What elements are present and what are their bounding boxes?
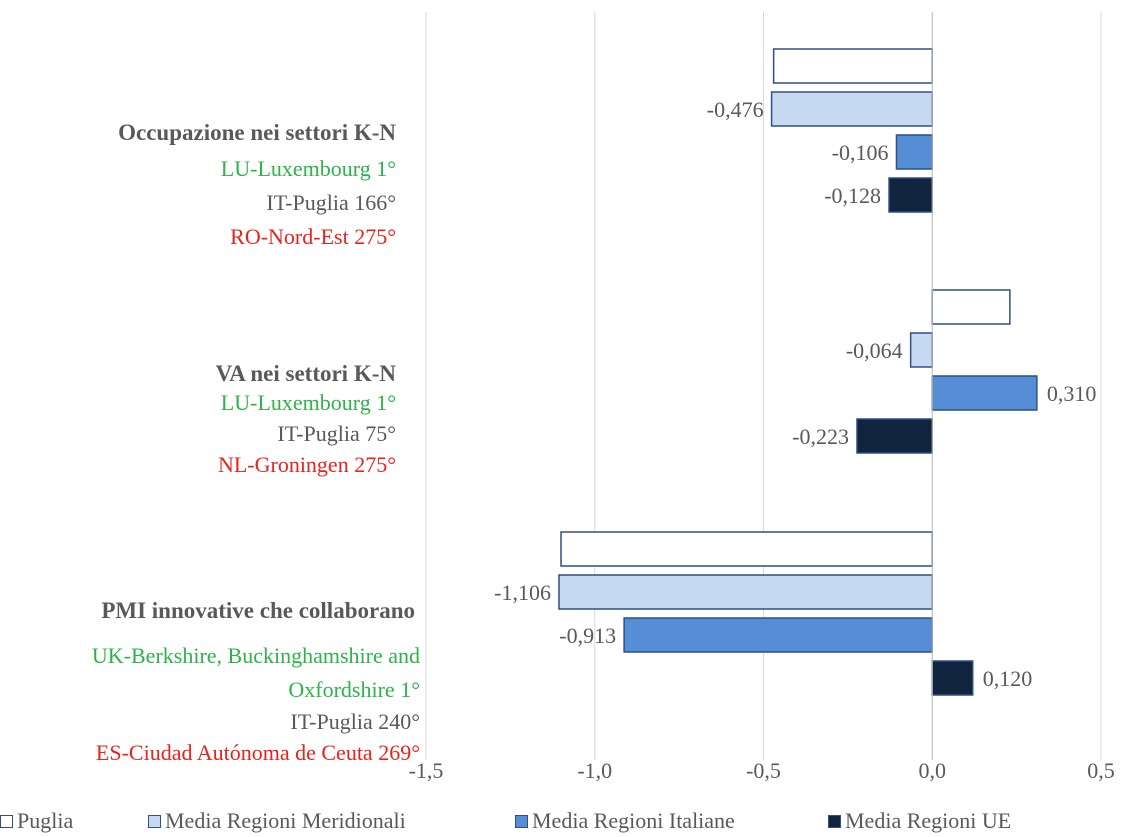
data-label: -0,476 [707,97,764,122]
legend-label: Media Regioni UE [845,808,1012,833]
legend-label: Media Regioni Italiane [532,808,735,833]
legend-item: Media Regioni Meridionali [148,808,406,834]
legend-swatch [515,815,528,828]
category-rank-label: RO-Nord-Est 275° [230,224,396,249]
bar-puglia [560,531,933,567]
bar-puglia [931,289,1011,325]
legend-item: Media Regioni UE [828,808,1011,834]
bar-media-regioni-ue [856,418,933,454]
data-label: -0,223 [792,424,849,449]
category-title: VA nei settori K-N [216,361,397,386]
category-rank-label: IT-Puglia 166° [266,190,396,215]
x-tick-label: -1,5 [409,758,444,783]
bar-media-regioni-ue [931,660,974,696]
x-tick-label: 0,0 [919,758,947,783]
category-title: Occupazione nei settori K-N [118,120,396,145]
category-rank-label: NL-Groningen 275° [218,452,396,477]
category-rank-label: Oxfordshire 1° [288,677,420,702]
bar-media-regioni-italiane [931,375,1038,411]
bars [558,48,1038,696]
bar-puglia [772,48,933,84]
legend-swatch [0,815,13,828]
legend: Puglia Media Regioni Meridionali Media Reg… [0,808,1128,834]
data-label: -0,913 [559,623,616,648]
legend-label: Media Regioni Meridionali [165,808,406,833]
x-axis-ticks: -1,5 -1,0 -0,5 0,0 0,5 [409,758,1115,783]
category-rank-label: UK-Berkshire, Buckinghamshire and [92,643,420,668]
category-rank-label: ES-Ciudad Autónoma de Ceuta 269° [96,740,420,765]
legend-item: Media Regioni Italiane [515,808,735,834]
bar-media-regioni-italiane [623,617,933,653]
category-title: PMI innovative che collaborano [101,598,415,623]
legend-swatch [148,815,161,828]
data-label: -0,064 [846,338,903,363]
category-rank-label: LU-Luxembourg 1° [221,390,396,415]
legend-swatch [828,815,841,828]
data-label: -0,128 [824,183,881,208]
bar-media-regioni-ue [888,177,933,213]
x-tick-label: -1,0 [577,758,612,783]
data-label: -1,106 [494,580,551,605]
legend-label: Puglia [17,808,74,833]
x-tick-label: -0,5 [746,758,781,783]
data-label: 0,120 [983,666,1033,691]
bar-media-regioni-italiane [895,134,933,170]
data-label: 0,310 [1047,381,1097,406]
category-rank-label: IT-Puglia 75° [277,421,396,446]
category-labels: Occupazione nei settori K-N LU-Luxembourg… [92,120,420,765]
legend-item: Puglia [0,808,73,834]
bar-media-regioni-meridionali [558,574,933,610]
category-rank-label: IT-Puglia 240° [290,709,420,734]
data-labels: -0,476 -0,064 -1,106 -0,106 0,310 -0,913 -0,12… [494,97,1096,691]
x-tick-label: 0,5 [1087,758,1115,783]
category-rank-label: LU-Luxembourg 1° [221,156,396,181]
bar-media-regioni-meridionali [909,332,934,368]
data-label: -0,106 [832,140,889,165]
bar-media-regioni-meridionali [770,91,933,127]
